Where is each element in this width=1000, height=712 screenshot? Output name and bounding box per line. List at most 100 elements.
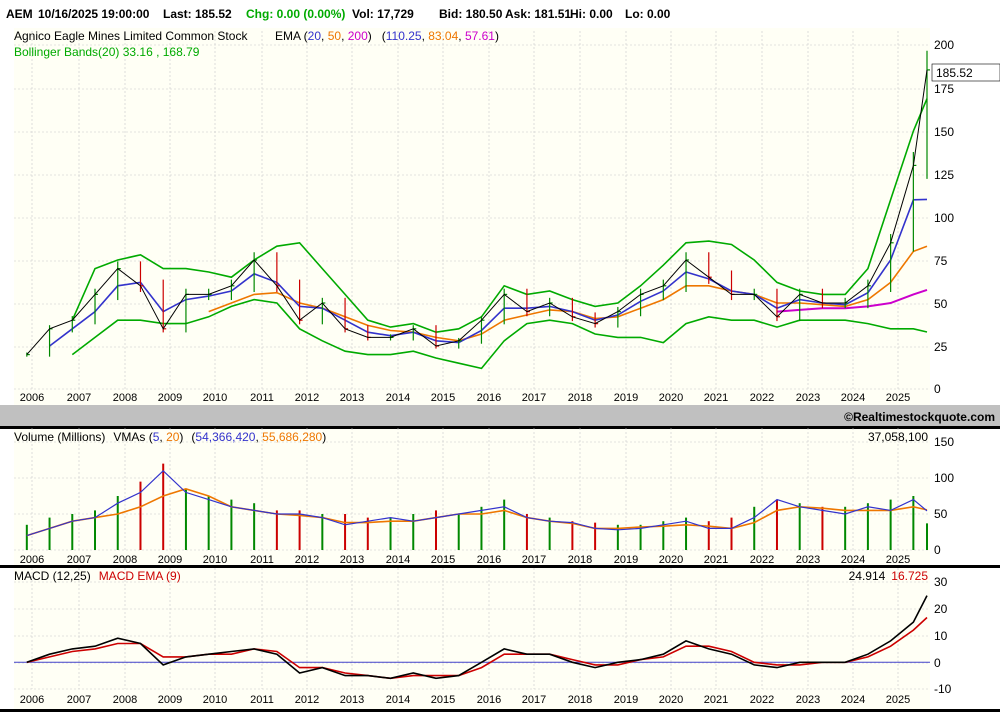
vma5-line	[26, 469, 928, 537]
price-panel-bg	[14, 28, 930, 405]
x-axis-labels: 2006 2007 2008 2009 2010 2011 2012 2013 2014 2015…	[20, 392, 910, 706]
y-tick-label: 10	[934, 629, 948, 643]
x-tick-label: 2025	[886, 554, 910, 566]
y-axis-labels: 20017515012510075502501501005003020100-1…	[934, 38, 954, 696]
y-tick-label: 0	[934, 656, 941, 670]
x-tick-label: 2020	[659, 554, 683, 566]
x-tick-label: 2007	[67, 694, 91, 706]
x-tick-label: 2013	[340, 392, 364, 404]
ema20-line	[49, 198, 928, 347]
x-tick-label: 2017	[522, 554, 546, 566]
volume-title: Volume (Millions) VMAs (5, 20) (54,366,420…	[14, 430, 326, 444]
quote-volume: Vol: 17,729	[352, 7, 414, 21]
x-tick-label: 2015	[431, 694, 455, 706]
x-tick-label: 2008	[113, 392, 137, 404]
x-tick-label: 2009	[158, 694, 182, 706]
x-tick-label: 2007	[67, 554, 91, 566]
x-tick-label: 2017	[522, 392, 546, 404]
volume-grid	[14, 428, 930, 551]
x-tick-label: 2022	[750, 694, 774, 706]
y-tick-label: 150	[934, 435, 954, 449]
y-tick-label: 50	[934, 507, 948, 521]
price-grid	[14, 31, 930, 390]
last-volume: 37,058,100	[868, 430, 928, 444]
volume-panel-bg	[14, 429, 930, 565]
y-tick-label: 100	[934, 211, 954, 225]
x-tick-label: 2016	[477, 554, 501, 566]
last-price-tag-box	[931, 63, 1000, 82]
x-tick-label: 2006	[20, 392, 44, 404]
x-tick-label: 2019	[614, 694, 638, 706]
y-tick-label: 0	[934, 543, 941, 557]
x-tick-label: 2024	[841, 694, 865, 706]
y-tick-label: 200	[934, 38, 954, 52]
y-tick-label: -10	[934, 682, 952, 696]
quote-datetime: 10/16/2025 19:00:00	[38, 7, 150, 21]
x-tick-label: 2014	[386, 694, 410, 706]
macd-title: MACD (12,25) MACD EMA (9)	[14, 569, 181, 583]
bollinger-upper-line	[71, 98, 928, 334]
x-tick-label: 2009	[158, 554, 182, 566]
macd-grid	[14, 568, 930, 690]
x-tick-label: 2015	[431, 554, 455, 566]
quote-high: Hi: 0.00	[570, 7, 613, 21]
x-tick-label: 2023	[796, 694, 820, 706]
quote-last: Last: 185.52	[163, 7, 232, 21]
watermark: ©Realtimestockquote.com	[844, 410, 995, 424]
quote-ask: Ask: 181.51	[505, 7, 572, 21]
x-tick-label: 2013	[340, 694, 364, 706]
close-line	[26, 69, 928, 355]
last-price-tag: 185.52	[936, 66, 973, 80]
price-title: Agnico Eagle Mines Limited Common Stock	[14, 29, 248, 43]
panel-divider-2	[0, 565, 1000, 568]
x-tick-label: 2018	[568, 694, 592, 706]
bollinger-lower-line	[71, 298, 928, 370]
x-tick-label: 2024	[841, 392, 865, 404]
symbol: AEM	[6, 7, 33, 21]
x-tick-label: 2017	[522, 694, 546, 706]
price-series	[26, 50, 930, 370]
quote-bar: AEM 10/16/2025 19:00:00 Last: 185.52 Chg…	[0, 0, 1000, 28]
y-tick-label: 150	[934, 125, 954, 139]
x-tick-label: 2009	[158, 392, 182, 404]
x-tick-label: 2022	[750, 392, 774, 404]
quote-bid: Bid: 180.50	[439, 7, 503, 21]
y-tick-label: 30	[934, 575, 948, 589]
y-tick-label: 20	[934, 602, 948, 616]
macd-series	[14, 595, 930, 680]
x-tick-label: 2016	[477, 392, 501, 404]
y-tick-label: 50	[934, 297, 948, 311]
x-tick-label: 2012	[295, 554, 319, 566]
x-tick-label: 2022	[750, 554, 774, 566]
x-tick-label: 2015	[431, 392, 455, 404]
x-tick-label: 2012	[295, 694, 319, 706]
x-tick-label: 2018	[568, 392, 592, 404]
x-tick-label: 2023	[796, 392, 820, 404]
macd-values: 24.914 16.725	[849, 569, 929, 583]
quote-change: Chg: 0.00 (0.00%)	[246, 7, 346, 21]
bottom-border	[0, 709, 1000, 712]
y-tick-label: 0	[934, 382, 941, 396]
x-tick-label: 2021	[704, 392, 728, 404]
x-tick-label: 2024	[841, 554, 865, 566]
quote-low: Lo: 0.00	[625, 7, 671, 21]
x-tick-label: 2021	[704, 554, 728, 566]
x-tick-label: 2008	[113, 554, 137, 566]
macd-panel-bg	[14, 568, 930, 709]
x-tick-label: 2011	[250, 554, 274, 566]
x-tick-label: 2018	[568, 554, 592, 566]
y-tick-label: 25	[934, 340, 948, 354]
y-tick-label: 100	[934, 471, 954, 485]
volume-series	[25, 463, 928, 550]
x-tick-label: 2019	[614, 554, 638, 566]
ema-label: EMA (20, 50, 200) (110.25, 83.04, 57.61)	[275, 29, 499, 43]
x-tick-label: 2014	[386, 392, 410, 404]
x-tick-label: 2025	[886, 392, 910, 404]
x-tick-label: 2008	[113, 694, 137, 706]
x-tick-label: 2011	[250, 694, 274, 706]
x-tick-label: 2007	[67, 392, 91, 404]
x-tick-label: 2010	[203, 554, 227, 566]
x-tick-label: 2012	[295, 392, 319, 404]
x-tick-label: 2013	[340, 554, 364, 566]
